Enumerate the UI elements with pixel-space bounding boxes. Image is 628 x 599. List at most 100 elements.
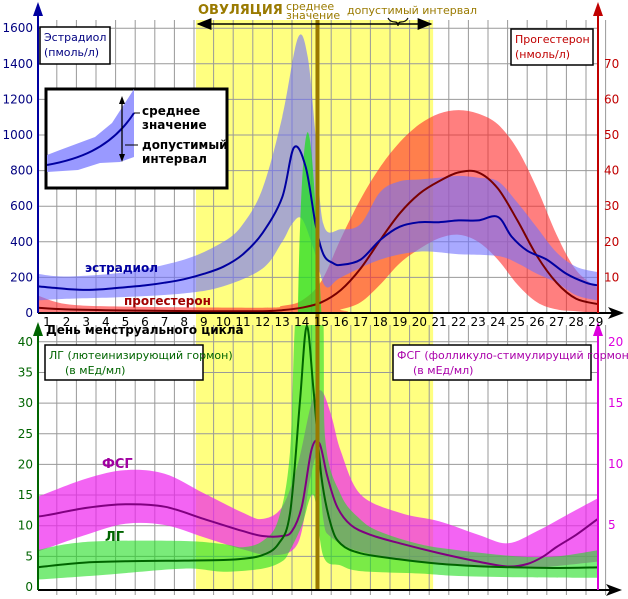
lh-mean-line [38, 325, 598, 570]
day-tick-label: 17 [353, 315, 368, 329]
progesterone-tick-label: 20 [604, 235, 619, 249]
fsh-tick-label: 20 [608, 335, 623, 349]
fsh-series-label: ФСГ [102, 457, 133, 472]
fsh-tick-label: 5 [608, 518, 616, 532]
estradiol-tick-label: 600 [10, 199, 33, 213]
lh-tick-label: 10 [18, 519, 33, 533]
progesterone-axis-label-frame [510, 28, 594, 66]
lh-tick-label: 20 [18, 457, 33, 471]
estradiol-axis-label-frame [39, 26, 111, 65]
progesterone-tick-label: 30 [604, 199, 619, 213]
x-axis-bottom-arrow-icon [606, 584, 622, 596]
day-tick-label: 1 [43, 315, 51, 329]
day-tick-label: 8 [180, 315, 188, 329]
estradiol-series-label: эстрадиол [85, 261, 158, 275]
progesterone-tick-label: 50 [604, 128, 619, 142]
legend-text: среднее [142, 104, 200, 118]
estradiol-range-band [38, 34, 598, 301]
legend-mean-line [46, 112, 135, 166]
lh-axis-label-line: (в мЕд/мл) [65, 364, 125, 377]
fsh-tick-label: 15 [608, 396, 623, 410]
day-tick-label: 6 [141, 315, 149, 329]
lh-series-label: ЛГ [105, 530, 124, 545]
estradiol-tick-label: 400 [10, 235, 33, 249]
estradiol-tick-label: 1600 [2, 21, 33, 35]
progesterone-axis-label: Прогестерон (нмоль/л) [510, 28, 594, 66]
day-tick-label: 18 [373, 315, 388, 329]
day-tick-label: 15 [314, 315, 329, 329]
day-tick-label: 23 [471, 315, 486, 329]
estradiol-tick-label: 200 [10, 270, 33, 284]
estradiol-tick-label: 0 [25, 306, 33, 320]
fsh-range-band [38, 390, 598, 569]
lh-tick-label: 15 [18, 488, 33, 502]
fsh-axis-label-frame [392, 344, 592, 381]
estradiol-axis-label-line: (пмоль/л) [44, 46, 99, 59]
lh-axis-label: ЛГ (лютеинизирующий гормон) (в мЕд/мл) [44, 344, 233, 381]
estradiol-axis-label-line: Эстрадиол [44, 31, 106, 44]
progesterone-axis-arrow-icon [593, 2, 603, 16]
x-axis-title: День менструального цикла [46, 323, 244, 337]
fsh-axis-label-line: (в мЕд/мл) [413, 364, 473, 377]
fsh-axis-arrow-icon [593, 322, 603, 336]
legend-frame [44, 87, 229, 190]
fsh-axis-label-line: ФСГ (фолликуло-стимулирущий гормон) [397, 349, 628, 362]
ovulation-title: ОВУЛЯЦИЯ [198, 3, 283, 18]
day-tick-label: 24 [490, 315, 505, 329]
range-brace [387, 17, 409, 27]
fsh-tick-label: 10 [608, 457, 623, 471]
legend-arrowheads-icon [119, 96, 125, 162]
day-tick-label: 11 [235, 315, 250, 329]
day-tick-label: 5 [122, 315, 130, 329]
day-tick-label: 4 [102, 315, 110, 329]
estradiol-axis-label: Эстрадиол (пмоль/л) [39, 26, 111, 65]
estradiol-tick-label: 1200 [2, 92, 33, 106]
ovulation-mean-label-2: значение [286, 9, 340, 22]
day-tick-label: 12 [255, 315, 270, 329]
day-tick-label: 9 [200, 315, 208, 329]
progesterone-tick-label: 70 [604, 57, 619, 71]
lh-tick-label: 35 [18, 365, 33, 379]
day-tick-label: 3 [82, 315, 90, 329]
progesterone-series-label: прогестерон [124, 294, 211, 308]
lh-tick-label: 0 [25, 580, 33, 594]
fsh-axis-label: ФСГ (фолликуло-стимулирущий гормон) (в мЕ… [392, 344, 628, 381]
lh-tick-label: 25 [18, 427, 33, 441]
day-tick-label: 10 [216, 315, 231, 329]
day-tick-label: 20 [412, 315, 427, 329]
ovulation-range-label: допустимый интервал [347, 4, 477, 17]
estradiol-tick-label: 800 [10, 164, 33, 178]
estradiol-axis-arrow-icon [33, 2, 43, 16]
lh-axis-arrow-icon [33, 322, 43, 336]
day-tick-label: 25 [510, 315, 525, 329]
progesterone-tick-label: 60 [604, 92, 619, 106]
day-tick-label: 19 [392, 315, 407, 329]
lh-tick-label: 30 [18, 396, 33, 410]
day-tick-label: 29 [588, 315, 603, 329]
day-tick-label: 28 [569, 315, 584, 329]
legend-text: допустимый [142, 138, 228, 152]
day-tick-label: 22 [451, 315, 466, 329]
day-tick-label: 7 [161, 315, 169, 329]
progesterone-range-band [38, 110, 598, 313]
legend-text: значение [142, 118, 207, 132]
day-tick-label: 16 [333, 315, 348, 329]
estradiol-tick-label: 1000 [2, 128, 33, 142]
progesterone-mean-line [38, 169, 598, 313]
day-tick-label: 14 [294, 315, 309, 329]
progesterone-axis-label-line: (нмоль/л) [515, 48, 570, 61]
lh-tick-label: 40 [18, 335, 33, 349]
day-tick-label: 21 [431, 315, 446, 329]
day-tick-label: 26 [529, 315, 544, 329]
lh-tick-label: 5 [25, 549, 33, 563]
progesterone-axis-label-line: Прогестерон [515, 33, 590, 46]
lh-axis-label-line: ЛГ (лютеинизирующий гормон) [49, 349, 233, 362]
progesterone-tick-label: 40 [604, 164, 619, 178]
fsh-mean-line [38, 439, 598, 568]
estradiol-tick-label: 1400 [2, 57, 33, 71]
ovulation-mean-label-1: среднее [286, 0, 334, 13]
lh-axis-label-frame [44, 344, 204, 381]
day-tick-label: 2 [63, 315, 71, 329]
